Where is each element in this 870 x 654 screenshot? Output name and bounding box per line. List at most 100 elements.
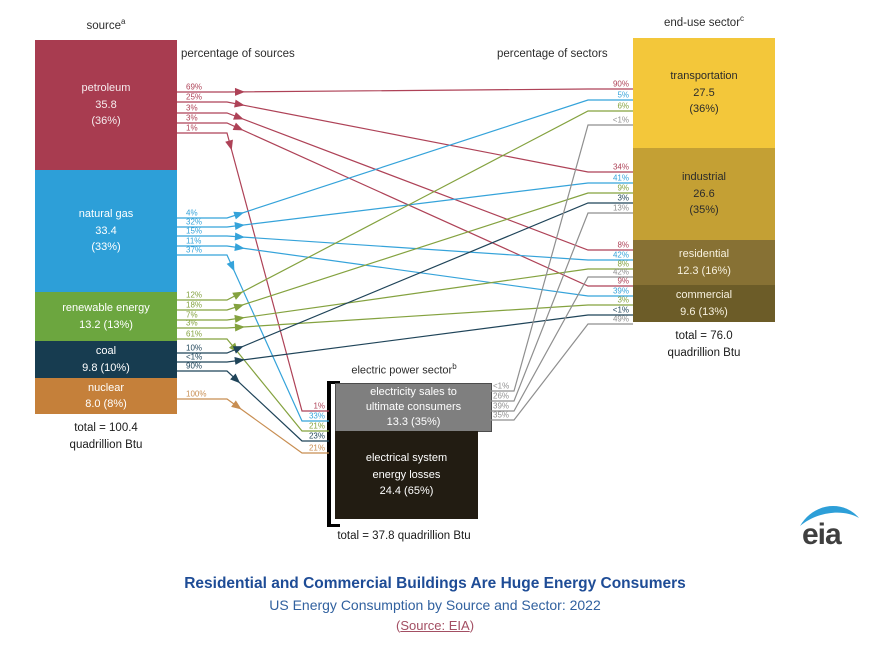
caption-area: Residential and Commercial Buildings Are… bbox=[0, 573, 870, 636]
flow-target-percent-label: 3% bbox=[617, 296, 629, 305]
flow-arrowhead bbox=[232, 291, 243, 300]
flow-arrowhead bbox=[234, 314, 245, 323]
flow-arrowhead bbox=[228, 342, 239, 353]
flow-target-percent-label: <1% bbox=[613, 306, 629, 315]
flow-arrowhead bbox=[232, 346, 244, 354]
flow-source-percent-label: 39% bbox=[493, 402, 509, 411]
electric-power-bracket bbox=[327, 381, 340, 527]
flow-target-percent-label: 13% bbox=[613, 204, 629, 213]
flow-natural-gas-to-residential: 15% 42% bbox=[177, 227, 633, 261]
sector-block-residential: residential 12.3 (16%) bbox=[633, 240, 775, 285]
flow-source-percent-label: 4% bbox=[186, 209, 198, 218]
flow-target-percent-label: 39% bbox=[613, 287, 629, 296]
flow-target-percent-label: 23% bbox=[309, 432, 325, 441]
flow-target-percent-label: 3% bbox=[617, 194, 629, 203]
end-use-sector-column-header: end-use sectorc bbox=[663, 14, 745, 29]
flow-natural-gas-to-industrial: 32% 41% bbox=[177, 174, 633, 231]
sector-total-label: total = 76.0 quadrillion Btu bbox=[667, 330, 741, 359]
source-total-label: total = 100.4 quadrillion Btu bbox=[69, 422, 143, 451]
flow-target-percent-label: 21% bbox=[309, 444, 325, 453]
flow-petroleum-to-electric-power: 1% 1% bbox=[177, 124, 329, 412]
source-block-natural-gas: natural gas 33.4 (33%) bbox=[35, 170, 177, 292]
flow-natural-gas-to-electric-power: 37% 33% bbox=[177, 246, 329, 422]
flow-target-percent-label: 42% bbox=[613, 251, 629, 260]
flow-arrowhead bbox=[230, 373, 241, 384]
flow-target-percent-label: 41% bbox=[613, 174, 629, 183]
chart-title: Residential and Commercial Buildings Are… bbox=[184, 575, 686, 592]
flow-arrowhead bbox=[234, 99, 245, 108]
flow-coal-to-electric-power: 90% 23% bbox=[177, 362, 329, 442]
flow-source-percent-label: <1% bbox=[493, 382, 509, 391]
flow-petroleum-to-commercial: 3% 9% bbox=[177, 114, 633, 287]
flow-natural-gas-to-transportation: 4% 5% bbox=[177, 91, 633, 220]
flow-target-percent-label: 21% bbox=[309, 422, 325, 431]
flow-target-percent-label: 90% bbox=[613, 80, 629, 89]
flow-arrowhead bbox=[233, 303, 245, 312]
source-citation-paren-close: ) bbox=[469, 618, 475, 634]
source-citation-paren-open: ( bbox=[395, 618, 401, 634]
electric-power-sector-header: electric power sectorb bbox=[351, 362, 457, 377]
source-block-nuclear: nuclear 8.0 (8%) bbox=[35, 378, 177, 414]
flow-arrowhead bbox=[226, 260, 235, 272]
flow-target-percent-label: 34% bbox=[613, 163, 629, 172]
flow-natural-gas-to-commercial: 11% 39% bbox=[177, 237, 633, 297]
eia-logo: eia bbox=[795, 497, 865, 551]
flow-arrowhead bbox=[231, 400, 242, 410]
flow-source-percent-label: 1% bbox=[186, 124, 198, 133]
flow-source-percent-label: 11% bbox=[186, 237, 201, 246]
flow-target-percent-label: 42% bbox=[613, 268, 629, 277]
flow-renewable-energy-to-commercial: 3% 3% bbox=[177, 296, 633, 332]
flow-arrowhead bbox=[233, 211, 245, 220]
source-column-header: sourcea bbox=[86, 17, 126, 32]
flow-source-percent-label: 25% bbox=[186, 93, 202, 102]
flow-arrowhead bbox=[234, 323, 245, 332]
flow-arrowhead bbox=[234, 243, 245, 252]
flow-nuclear-to-electric-power: 100% 21% bbox=[177, 390, 329, 454]
flow-source-percent-label: 32% bbox=[186, 218, 202, 227]
flow-arrowhead bbox=[234, 232, 245, 241]
electricity-sales-block: electricity sales to ultimate consumers … bbox=[335, 383, 492, 432]
percentage-of-sources-header: percentage of sources bbox=[181, 48, 295, 60]
flow-source-percent-label: <1% bbox=[186, 353, 202, 362]
flow-renewable-energy-to-electric-power: 61% 21% bbox=[177, 330, 329, 432]
eia-logo-text: eia bbox=[802, 518, 842, 549]
sector-block-commercial: commercial 9.6 (13%) bbox=[633, 285, 775, 322]
flow-coal-to-commercial: <1% <1% bbox=[177, 306, 633, 365]
flow-source-percent-label: 37% bbox=[186, 246, 202, 255]
flow-arrowhead bbox=[225, 139, 233, 151]
electrical-losses-block: electrical system energy losses 24.4 (65… bbox=[335, 431, 478, 519]
flow-renewable-energy-to-industrial: 18% 9% bbox=[177, 184, 633, 312]
flow-arrowhead bbox=[234, 222, 245, 231]
sector-block-industrial: industrial 26.6 (35%) bbox=[633, 148, 775, 240]
flow-arrowhead bbox=[232, 122, 244, 131]
flow-arrowhead bbox=[233, 112, 244, 120]
chart-subtitle: US Energy Consumption by Source and Sect… bbox=[269, 597, 601, 614]
source-block-coal: coal 9.8 (10%) bbox=[35, 341, 177, 378]
flow-source-percent-label: 61% bbox=[186, 330, 202, 339]
flow-electricity-sales-to-transportation: <1% <1% bbox=[490, 116, 633, 392]
flow-target-percent-label: <1% bbox=[613, 116, 629, 125]
flow-source-percent-label: 3% bbox=[186, 114, 198, 123]
flow-electricity-sales-to-commercial: 35% 49% bbox=[490, 315, 633, 421]
source-block-renewable-energy: renewable energy 13.2 (13%) bbox=[35, 292, 177, 341]
flow-target-percent-label: 9% bbox=[617, 277, 629, 286]
flow-target-percent-label: 8% bbox=[617, 260, 629, 269]
flow-target-percent-label: 5% bbox=[617, 91, 629, 100]
flow-petroleum-to-residential: 3% 8% bbox=[177, 104, 633, 251]
flow-petroleum-to-transportation: 69% 90% bbox=[177, 80, 633, 96]
flow-source-percent-label: 90% bbox=[186, 362, 202, 371]
flow-target-percent-label: 6% bbox=[617, 102, 629, 111]
flow-electricity-sales-to-industrial: 26% 13% bbox=[490, 204, 633, 402]
source-eia-link[interactable]: Source: EIA bbox=[400, 618, 470, 634]
flow-renewable-energy-to-residential: 7% 8% bbox=[177, 260, 633, 323]
flow-source-percent-label: 10% bbox=[186, 344, 202, 353]
flow-source-percent-label: 12% bbox=[186, 291, 202, 300]
flow-source-percent-label: 3% bbox=[186, 319, 198, 328]
flow-arrowhead bbox=[234, 357, 245, 365]
flow-target-percent-label: 8% bbox=[617, 241, 629, 250]
flow-source-percent-label: 35% bbox=[493, 411, 509, 420]
flow-petroleum-to-industrial: 25% 34% bbox=[177, 93, 633, 173]
flow-arrowhead bbox=[234, 87, 245, 96]
electric-power-total-label: total = 37.8 quadrillion Btu bbox=[337, 530, 471, 542]
